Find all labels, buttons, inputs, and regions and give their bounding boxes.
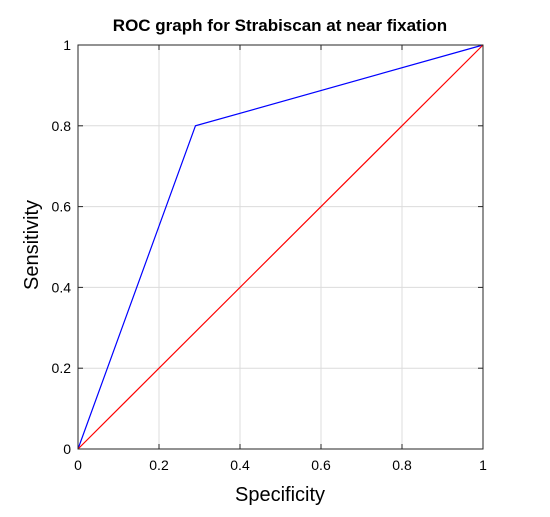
y-tick-label: 0.4 <box>52 279 72 295</box>
x-tick-label: 0 <box>74 457 82 473</box>
x-tick-label: 0.8 <box>392 457 412 473</box>
series-line-2 <box>77 44 484 450</box>
y-tick-label: 0 <box>63 441 71 457</box>
y-tick-label: 0.6 <box>52 199 72 215</box>
x-tick-label: 1 <box>479 457 487 473</box>
series-line-1 <box>77 44 484 450</box>
y-tick-label: 0.2 <box>52 360 72 376</box>
chart-title: ROC graph for Strabiscan at near fixatio… <box>113 16 447 35</box>
tick-layer: 0 0.2 0.4 0.6 0.8 1 0 0.2 0.4 0.6 0.8 1 <box>52 37 488 473</box>
x-axis-label: Specificity <box>235 484 325 506</box>
y-axis-label: Sensitivity <box>21 200 43 290</box>
x-tick-label: 0.6 <box>311 457 331 473</box>
y-tick-label: 0.8 <box>52 118 72 134</box>
y-tick-label: 1 <box>63 37 71 53</box>
x-tick-label: 0.2 <box>149 457 169 473</box>
series-layer <box>77 44 484 450</box>
x-tick-label: 0.4 <box>230 457 250 473</box>
plot-frame <box>77 44 484 450</box>
